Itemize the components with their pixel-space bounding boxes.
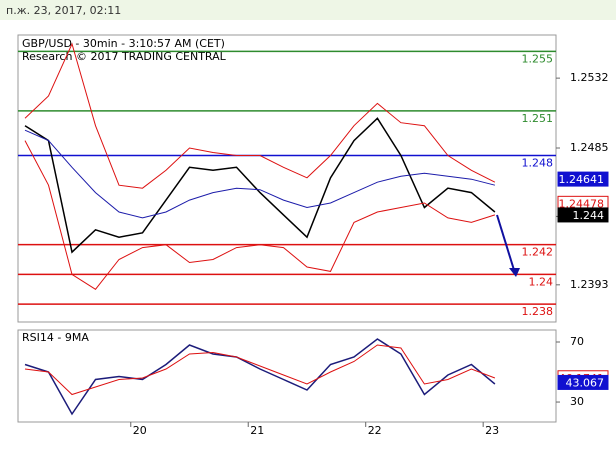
header-bar: [0, 0, 616, 20]
x-tick-label: 22: [368, 424, 382, 437]
series-line: [24, 338, 496, 416]
level-label: 1.255: [522, 52, 554, 65]
y-tick-label: 1.2532: [570, 71, 609, 84]
series-line: [24, 129, 496, 219]
rsi-title: RSI14 - 9MA: [22, 331, 89, 344]
x-tick-label: 23: [485, 424, 499, 437]
x-tick-label: 21: [250, 424, 264, 437]
plots: 1.25321.24851.24391.23931.2551.2511.2481…: [18, 42, 609, 437]
rsi-panel-frame: [17, 329, 557, 423]
price-tag: [557, 171, 609, 187]
chart-title: GBP/USD - 30min - 3:10:57 AM (CET): [22, 37, 225, 50]
series-line: [24, 140, 496, 290]
series-line: [24, 117, 496, 254]
price-tag-label: 1.24641: [559, 173, 605, 186]
series-line: [24, 344, 496, 396]
level-label: 1.242: [522, 246, 554, 259]
x-tick-label: 20: [133, 424, 147, 437]
price-tag: [557, 374, 609, 390]
y-tick-label: 1.2485: [570, 141, 609, 154]
y-tick-label: 70: [570, 335, 584, 348]
level-label: 1.251: [522, 112, 554, 125]
y-tick-label: 30: [570, 395, 584, 408]
level-label: 1.24: [529, 275, 554, 288]
timestamp: п.ж. 23, 2017, 02:11: [6, 4, 121, 17]
price-tag-label: 43.067: [566, 376, 605, 389]
level-label: 1.248: [522, 156, 554, 169]
y-tick-label: 1.2393: [570, 278, 609, 291]
level-label: 1.238: [522, 305, 554, 318]
price-tag-label: 1.244: [573, 209, 605, 222]
forecast-arrow: [496, 214, 515, 271]
arrow-head: [509, 268, 520, 277]
price-tag-label: 1.24478: [559, 197, 605, 210]
price-panel-frame: [17, 34, 557, 323]
chart-subtitle: Research © 2017 TRADING CENTRAL: [22, 50, 227, 63]
series-line: [24, 42, 496, 189]
price-tag: [557, 207, 609, 223]
